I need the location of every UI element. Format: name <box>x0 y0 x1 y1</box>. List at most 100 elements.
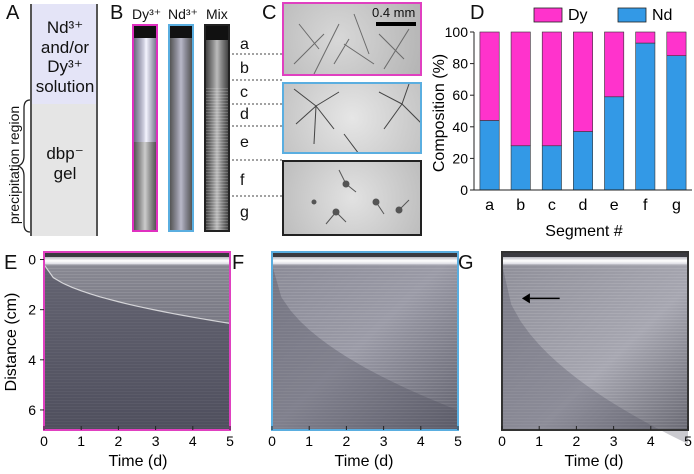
y-tick-label: 40 <box>452 119 468 135</box>
solution-line-3: Dy³⁺ <box>47 57 83 77</box>
e-y-axis-title: Distance (cm) <box>3 293 20 392</box>
x-tick-label: b <box>516 197 525 214</box>
gel-line-2: gel <box>53 163 77 183</box>
front-line-e <box>43 264 231 324</box>
segment-label-c: c <box>240 84 248 101</box>
panel-label-d: D <box>470 2 485 24</box>
heatmap-g-frame <box>501 251 689 431</box>
legend-label-dy: Dy <box>568 7 588 24</box>
heatmap-f-top-dark <box>272 252 458 258</box>
x-tick-label: 5 <box>454 433 462 449</box>
front-region-f <box>272 264 458 430</box>
bar-dy-f <box>635 31 656 44</box>
x-tick-label: 5 <box>226 433 234 449</box>
heatmap-e-top-dark <box>44 252 230 258</box>
bar-nd-f <box>635 42 656 191</box>
solution-line-2: and/or <box>40 37 90 57</box>
y-tick-label: 0 <box>460 182 468 198</box>
solution-line-4: solution <box>35 76 95 96</box>
panel-label-f: F <box>232 252 245 274</box>
x-tick-label: e <box>610 197 619 214</box>
x-tick-label: 2 <box>343 433 351 449</box>
x-tick-label: d <box>579 197 588 214</box>
solution-label: Nd³⁺ and/or Dy³⁺ solution <box>32 18 98 96</box>
gel-region <box>30 104 98 236</box>
x-tick-label: 5 <box>684 433 692 449</box>
x-tick-label: f <box>643 197 648 214</box>
cluster-crystals-mix <box>311 169 410 225</box>
panel-label-g: G <box>458 252 474 274</box>
panel-label-e: E <box>4 252 18 274</box>
star-crystals-nd <box>293 84 420 152</box>
x-tick-label: 2 <box>115 433 123 449</box>
panel-label-a: A <box>6 2 20 24</box>
bar-dy-d <box>573 31 593 132</box>
x-tick-label: 0 <box>40 433 48 449</box>
micrograph-nd <box>282 82 422 154</box>
scale-bar-label: 0.4 mm <box>372 5 416 20</box>
heatmap-g-top-dark <box>502 252 688 258</box>
x-tick-label: 3 <box>152 433 160 449</box>
composition-chart: Dy Nd a b c d e f g 0 20 40 60 80 100 Composition (%… <box>431 7 692 240</box>
segment-label-g: g <box>240 204 249 221</box>
segment-label-a: a <box>240 36 249 53</box>
x-tick-label: 1 <box>535 433 543 449</box>
segment-label-d: d <box>240 106 249 123</box>
bar-nd-b <box>510 145 531 191</box>
bar-dy-a <box>479 31 500 121</box>
x-tick-label: 0 <box>268 433 276 449</box>
heatmap-f-frame <box>271 251 459 431</box>
x-tick-label: 1 <box>77 433 85 449</box>
y-tick-label: 2 <box>28 302 36 318</box>
heatmap-e-frame <box>43 251 231 431</box>
legend-label-nd: Nd <box>652 7 672 24</box>
y-tick-label: 6 <box>28 402 36 418</box>
f-x-axis-title: Time (d) <box>335 453 394 470</box>
legend-swatch-nd <box>617 7 647 23</box>
bar-dy-g <box>666 31 687 57</box>
bar-nd-c <box>541 145 562 191</box>
y-tick-label: 80 <box>452 56 468 72</box>
scale-bar <box>376 22 416 26</box>
y-tick-label: 60 <box>452 87 468 103</box>
segment-label-b: b <box>240 60 249 77</box>
x-tick-label: g <box>672 197 681 214</box>
x-tick-label: 1 <box>305 433 313 449</box>
x-tick-label: 4 <box>647 433 655 449</box>
x-tick-label: 3 <box>610 433 618 449</box>
e-x-axis-title: Time (d) <box>109 453 168 470</box>
g-x-axis-title: Time (d) <box>565 453 624 470</box>
tube-mix <box>204 24 230 232</box>
heatmap-f-streaks <box>272 252 458 430</box>
y-axis-title: Composition (%) <box>431 54 448 172</box>
panel-label-c: C <box>262 2 277 24</box>
y-tick-label: 100 <box>445 24 469 40</box>
micrograph-mix <box>282 160 422 236</box>
solution-line-1: Nd³⁺ <box>46 18 84 37</box>
front-region-e <box>44 264 230 430</box>
y-tick-label: 20 <box>452 150 468 166</box>
tube-label-dy: Dy³⁺ <box>132 6 162 22</box>
bar-nd-g <box>666 55 687 191</box>
tube-dy <box>132 24 158 232</box>
micrograph-dy: 0.4 mm <box>282 2 422 76</box>
tube-label-nd: Nd³⁺ <box>168 6 198 22</box>
bar-dy-c <box>541 31 562 147</box>
tube-nd <box>168 24 194 232</box>
heatmap-f-bright-band <box>272 257 458 265</box>
needle-crystals-dy <box>293 13 410 74</box>
panel-label-b: B <box>110 2 124 24</box>
panel-a: Nd³⁺ and/or Dy³⁺ solution dbp⁻ gel <box>30 4 100 236</box>
precipitation-bracket <box>15 99 31 233</box>
y-tick-label: 0 <box>28 252 36 268</box>
chart-legend: Dy Nd <box>533 7 672 24</box>
solution-region <box>30 4 98 104</box>
x-tick-label: 2 <box>573 433 581 449</box>
x-tick-label: 4 <box>417 433 425 449</box>
bar-nd-a <box>479 120 500 191</box>
heatmap-e-bright-band <box>44 257 230 265</box>
heatmap-g-bright-band <box>502 257 688 265</box>
arrow-head <box>521 293 530 304</box>
segment-markers <box>232 53 282 197</box>
gel-line-1: dbp⁻ <box>46 144 84 163</box>
